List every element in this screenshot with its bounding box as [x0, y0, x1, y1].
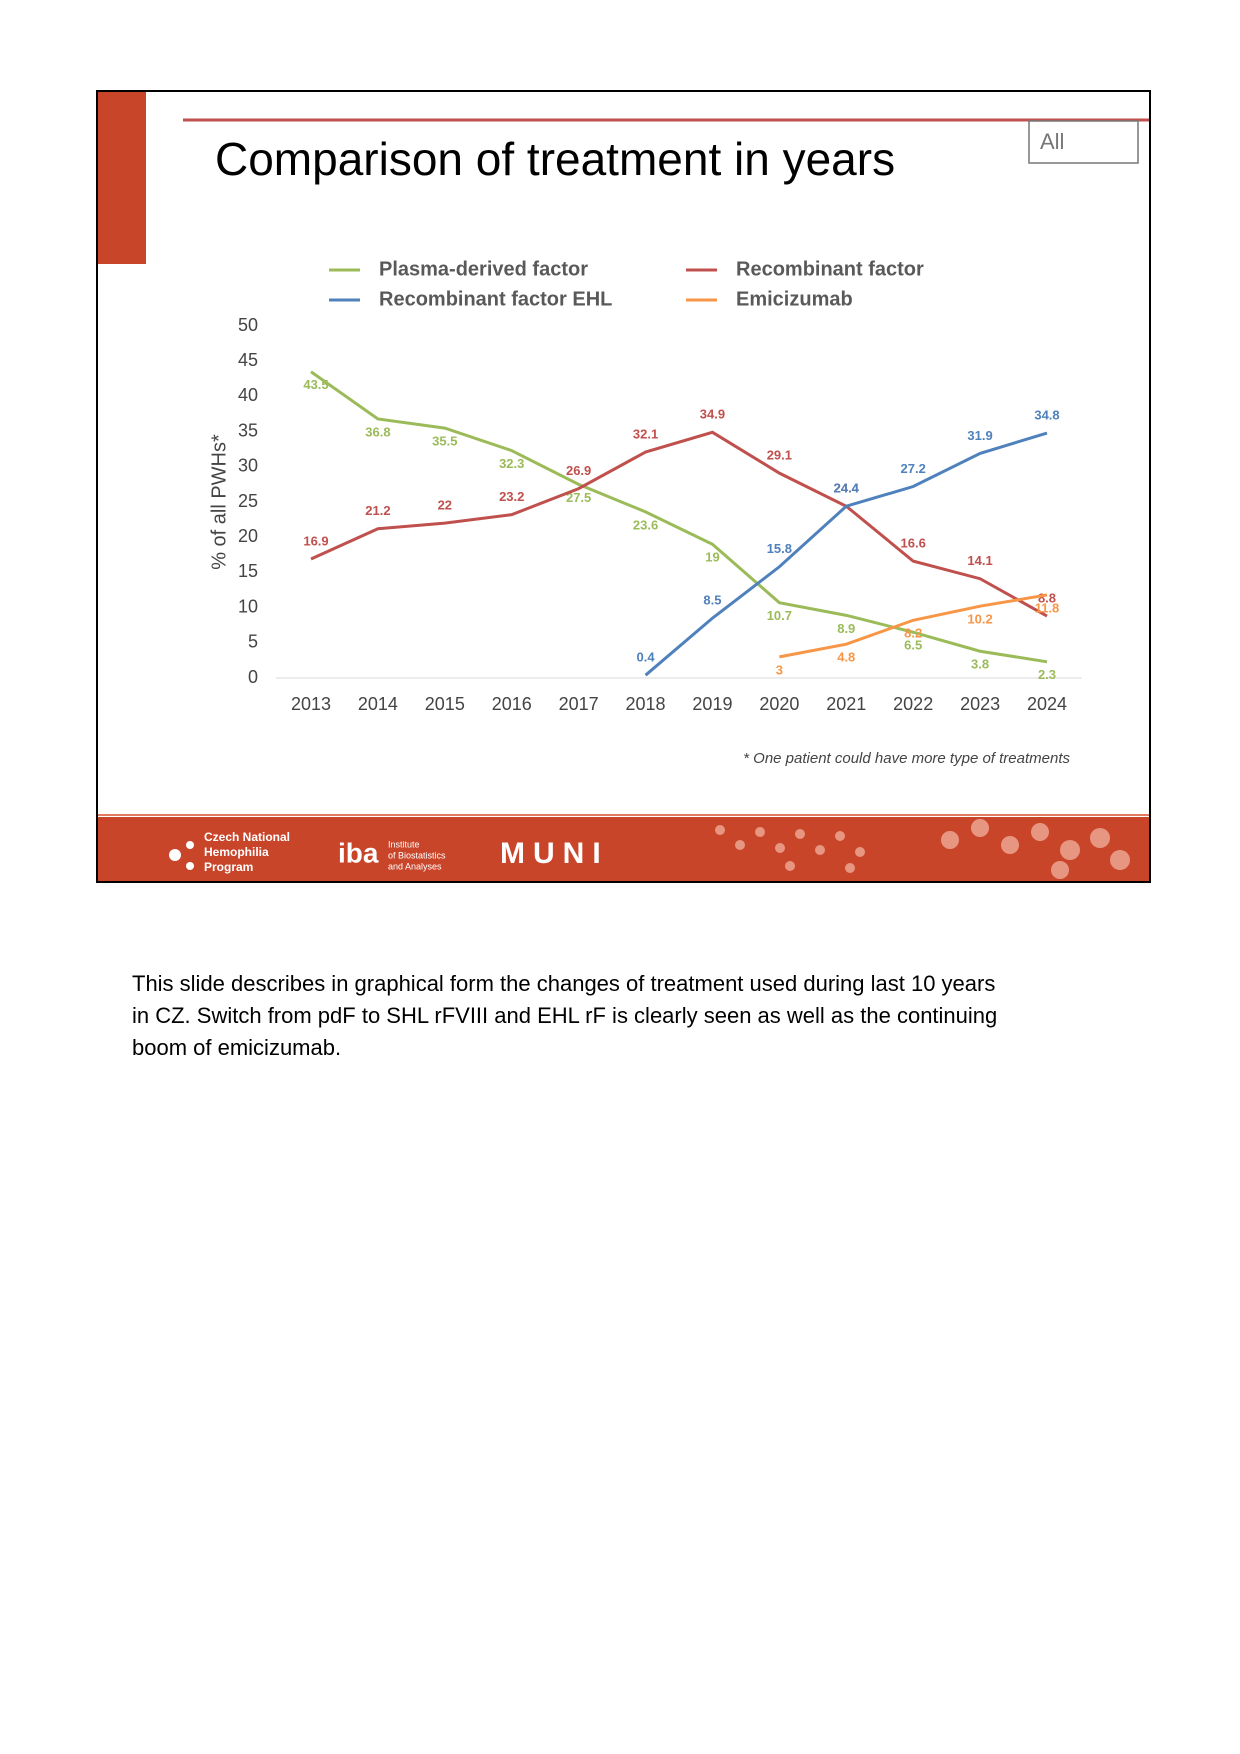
- data-label: 15.8: [767, 541, 792, 556]
- data-label: 19: [705, 550, 719, 565]
- data-label: 24.4: [834, 481, 860, 496]
- x-tick-label: 2023: [960, 694, 1000, 714]
- series-line: [644, 431, 1048, 677]
- x-tick-label: 2015: [425, 694, 465, 714]
- cnhp-icon: [169, 849, 181, 861]
- iba-name: of Biostatistics: [388, 850, 446, 860]
- data-label: 23.6: [633, 517, 658, 532]
- iba-name: Institute: [388, 839, 420, 849]
- data-label: 29.1: [767, 448, 792, 463]
- footer-dots: [715, 819, 1130, 879]
- paragraph-line: in CZ. Switch from pdF to SHL rFVIII and…: [132, 1003, 997, 1028]
- y-tick-label: 20: [238, 526, 258, 546]
- legend-label: Emicizumab: [736, 288, 853, 310]
- data-label: 26.9: [566, 463, 591, 478]
- data-label: 22: [438, 498, 452, 513]
- badge: All: [1040, 129, 1064, 154]
- data-label: 10.7: [767, 608, 792, 623]
- cnhp-icon: [186, 841, 194, 849]
- side-strip: [98, 92, 146, 264]
- data-label: 34.9: [700, 407, 725, 422]
- data-label: 4.8: [837, 650, 855, 665]
- data-label: 43.5: [303, 377, 328, 392]
- data-label: 6.5: [904, 638, 922, 653]
- data-label: 3: [776, 662, 783, 677]
- footnote: * One patient could have more type of tr…: [743, 750, 1070, 767]
- data-label: 32.3: [499, 456, 524, 471]
- paragraph-line: This slide describes in graphical form t…: [132, 971, 995, 996]
- iba-name: and Analyses: [388, 861, 442, 871]
- y-tick-label: 0: [248, 667, 258, 687]
- badge-box: [1028, 120, 1139, 164]
- y-tick-label: 50: [238, 315, 258, 335]
- y-tick-label: 10: [238, 596, 258, 616]
- data-label: 16.9: [303, 533, 328, 548]
- cnhp-logo: Program: [204, 860, 253, 874]
- data-label: 24.4: [834, 481, 860, 496]
- y-tick-label: 40: [238, 385, 258, 405]
- data-label: 21.2: [365, 503, 390, 518]
- slide: [96, 90, 1151, 883]
- x-tick-label: 2019: [692, 694, 732, 714]
- data-label: 8.5: [703, 593, 721, 608]
- cnhp-logo: Czech National: [204, 830, 290, 844]
- x-tick-label: 2013: [291, 694, 331, 714]
- x-tick-label: 2017: [559, 694, 599, 714]
- x-tick-label: 2014: [358, 694, 398, 714]
- data-label: 0.4: [637, 650, 656, 665]
- data-label: 8.2: [904, 626, 922, 641]
- data-label: 27.5: [566, 490, 591, 505]
- series-line: [310, 430, 1048, 618]
- y-tick-label: 35: [238, 420, 258, 440]
- paragraph-line: boom of emicizumab.: [132, 1035, 341, 1060]
- iba-logo: iba: [338, 837, 379, 868]
- data-label: 35.5: [432, 434, 457, 449]
- data-label: 14.1: [967, 553, 992, 568]
- data-label: 11.8: [1035, 600, 1060, 615]
- legend-label: Recombinant factor EHL: [379, 288, 612, 310]
- y-tick-label: 5: [248, 632, 258, 652]
- y-axis-label: % of all PWHs*: [208, 434, 230, 570]
- series-line: [310, 370, 1048, 664]
- y-tick-label: 15: [238, 561, 258, 581]
- data-label: 36.8: [365, 424, 390, 439]
- data-label: 31.9: [967, 428, 992, 443]
- cnhp-icon: [186, 862, 194, 870]
- x-tick-label: 2016: [492, 694, 532, 714]
- data-label: 3.8: [971, 657, 989, 672]
- y-tick-label: 25: [238, 491, 258, 511]
- data-label: 23.2: [499, 489, 524, 504]
- data-label: 32.1: [633, 426, 658, 441]
- x-tick-label: 2018: [626, 694, 666, 714]
- series-line: [779, 593, 1048, 659]
- x-tick-label: 2022: [893, 694, 933, 714]
- slide-title: Comparison of treatment in years: [215, 133, 895, 185]
- x-tick-label: 2021: [826, 694, 866, 714]
- legend-label: Plasma-derived factor: [379, 258, 588, 280]
- legend-label: Recombinant factor: [736, 258, 924, 280]
- data-label: 16.6: [901, 536, 926, 551]
- y-tick-label: 45: [238, 350, 258, 370]
- x-tick-label: 2024: [1027, 694, 1067, 714]
- data-label: 2.3: [1038, 667, 1056, 682]
- data-label: 8.9: [837, 621, 855, 636]
- cnhp-logo: Hemophilia: [204, 845, 269, 859]
- data-label: 10.2: [967, 612, 992, 627]
- x-tick-label: 2020: [759, 694, 799, 714]
- y-tick-label: 30: [238, 456, 258, 476]
- muni-logo: MUNI: [500, 837, 609, 870]
- data-label: 34.8: [1034, 407, 1059, 422]
- data-label: 27.2: [901, 461, 926, 476]
